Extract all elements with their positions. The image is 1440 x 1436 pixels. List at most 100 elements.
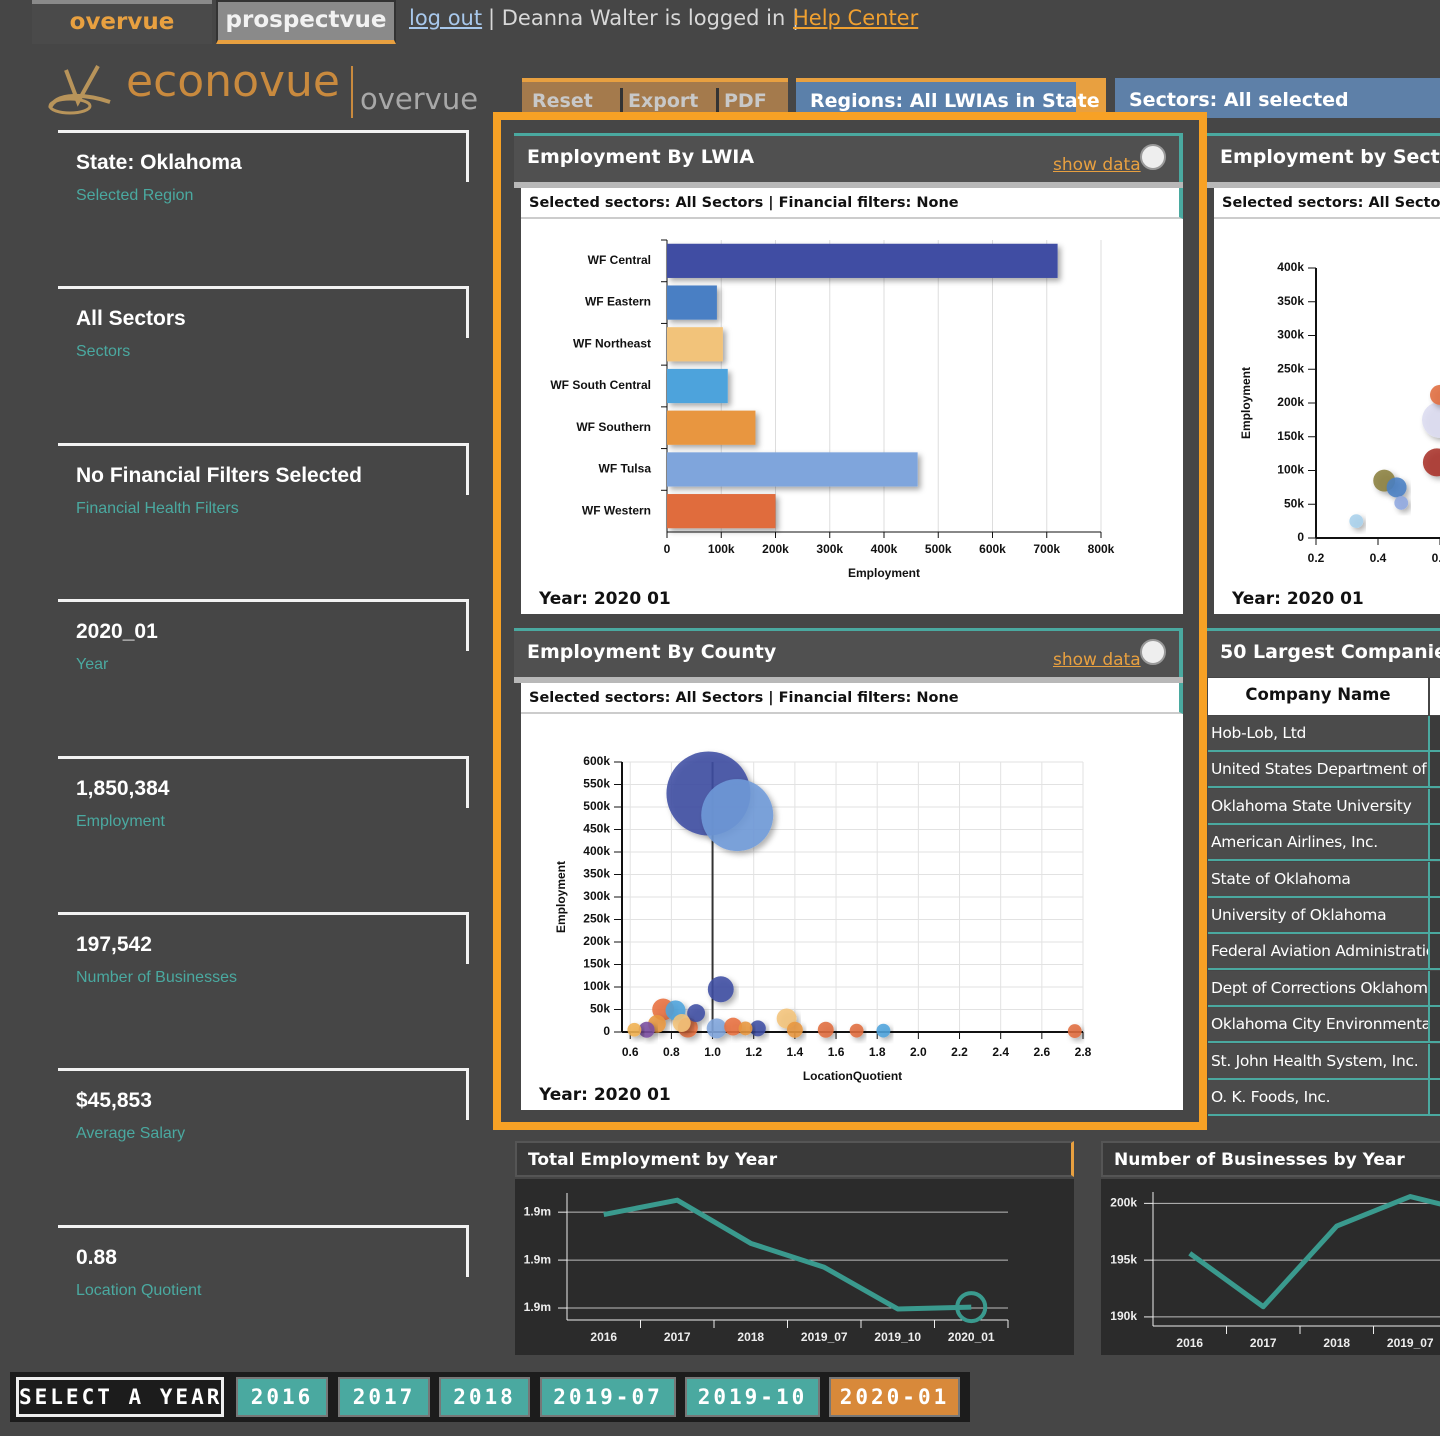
panel-title: Employment By County (527, 641, 777, 663)
panel-header (1101, 1141, 1440, 1177)
year-button[interactable]: 2016 (236, 1377, 328, 1417)
card-label: Financial Health Filters (76, 499, 239, 517)
table-row[interactable]: University of Oklahoma (1208, 898, 1428, 934)
card-frame (58, 599, 469, 652)
panel-body (521, 714, 1183, 1110)
help-link[interactable]: Help Center (793, 6, 919, 30)
year-label: SELECT A YEAR (16, 1377, 224, 1417)
sectors-label[interactable]: Sectors: All selected (1129, 89, 1349, 111)
year-button[interactable]: 2020-01 (829, 1377, 960, 1417)
card-value: 2020_01 (76, 620, 158, 644)
user-status: | Deanna Walter is logged in | (488, 6, 800, 30)
card-value: 1,850,384 (76, 776, 170, 800)
table-row[interactable]: Dept of Corrections Oklahoma (1208, 970, 1428, 1007)
panel-subtitle: Selected sectors: All Sectors | Financia… (521, 188, 1183, 219)
logo-product: overvue (360, 82, 479, 116)
toolbar-button[interactable]: PDF (724, 90, 767, 112)
card-label: Location Quotient (76, 1281, 202, 1299)
card-value: All Sectors (76, 307, 186, 331)
panel-body (1101, 1179, 1440, 1355)
table-row[interactable]: American Airlines, Inc. (1208, 825, 1428, 862)
toolbar-button[interactable]: Export (628, 90, 699, 112)
panel-title: Employment By LWIA (527, 146, 755, 168)
logout-link[interactable]: log out (409, 6, 483, 30)
card-label: Sectors (76, 343, 131, 361)
logo-mark (64, 65, 100, 107)
card-frame (58, 442, 469, 495)
card-value: State: Oklahoma (76, 151, 242, 174)
panel-body (521, 219, 1183, 614)
logo-brand: econovue (126, 56, 340, 107)
card-value: 0.88 (76, 1245, 117, 1269)
panel-title: Total Employment by Year (528, 1150, 778, 1170)
year-button[interactable]: 2018 (439, 1377, 530, 1417)
table-cell (1428, 970, 1440, 1007)
panel-header (515, 1141, 1074, 1177)
panel-body (515, 1179, 1074, 1355)
table-cell (1428, 752, 1440, 789)
table-cell (1428, 1043, 1440, 1080)
table-row[interactable]: United States Department of the (1208, 752, 1428, 789)
panel-header (1207, 133, 1440, 182)
toolbar-button[interactable]: Reset (532, 90, 593, 112)
table-row[interactable]: Oklahoma State University (1208, 788, 1428, 825)
panel-body (1214, 219, 1440, 614)
table-row[interactable]: Federal Aviation Administration (1208, 934, 1428, 971)
card-label: Average Salary (76, 1125, 186, 1143)
collapse-button[interactable] (1140, 144, 1166, 170)
year-button[interactable]: 2017 (338, 1377, 430, 1417)
tab-prospectvue[interactable]: prospectvue (216, 0, 396, 44)
card-frame (58, 912, 469, 964)
table-row[interactable]: St. John Health System, Inc. (1208, 1043, 1428, 1080)
panel-divider (514, 677, 1183, 683)
year-button[interactable]: 2019-10 (685, 1377, 820, 1417)
show-data-link[interactable]: show data (1053, 650, 1141, 670)
table-cell (1428, 934, 1440, 971)
collapse-button[interactable] (1140, 639, 1166, 665)
toolbar-separator (620, 88, 623, 116)
table-row[interactable]: State of Oklahoma (1208, 861, 1428, 898)
card-label: Selected Region (76, 187, 194, 204)
table-cell (1428, 861, 1440, 898)
card-label: Employment (76, 812, 165, 830)
sectors-dropdown[interactable] (1115, 78, 1440, 118)
table-cell (1428, 1080, 1440, 1116)
panel-footer: Year: 2020 01 (539, 1085, 671, 1105)
card-frame (58, 1068, 469, 1121)
table-cell (1428, 788, 1440, 825)
regions-label[interactable]: Regions: All LWIAs in State (810, 90, 1100, 112)
logo-icon (48, 65, 111, 115)
logo-ring (48, 97, 92, 115)
panel-title: Number of Businesses by Year (1114, 1150, 1405, 1170)
regions-dropdown[interactable] (796, 78, 1106, 118)
table-cell (1428, 1007, 1440, 1044)
panel-subtitle: Selected sectors: All Sectors (1214, 188, 1440, 219)
logo-divider (351, 66, 353, 118)
toolbar (522, 78, 788, 118)
table-row[interactable]: Oklahoma City Environmental A (1208, 1007, 1428, 1044)
card-label: Number of Businesses (76, 969, 237, 986)
card-value: $45,853 (76, 1089, 152, 1113)
year-button[interactable]: 2019-07 (540, 1377, 676, 1417)
panel-divider (1207, 182, 1440, 188)
panel-title: Employment by Sectors (1220, 146, 1440, 168)
table-row[interactable]: Hob-Lob, Ltd (1208, 716, 1428, 752)
table-cell (1428, 898, 1440, 934)
panel-subtitle: Selected sectors: All Sectors | Financia… (521, 683, 1183, 714)
tab-overvue[interactable]: overvue (32, 0, 212, 44)
card-frame (58, 130, 469, 182)
table-header-extra (1430, 678, 1440, 715)
panel-footer: Year: 2020 01 (1232, 589, 1364, 609)
card-frame (58, 1224, 469, 1277)
show-data-link[interactable]: show data (1053, 155, 1141, 175)
card-frame (58, 286, 469, 339)
card-value: 197,542 (76, 933, 152, 956)
panel-header (514, 133, 1183, 182)
table-cell (1428, 825, 1440, 862)
table-cell (1428, 716, 1440, 752)
panel-title: 50 Largest Companies M (1220, 641, 1440, 663)
table-row[interactable]: O. K. Foods, Inc. (1208, 1080, 1428, 1116)
panel-footer: Year: 2020 01 (539, 589, 671, 609)
toolbar-separator (716, 88, 719, 116)
